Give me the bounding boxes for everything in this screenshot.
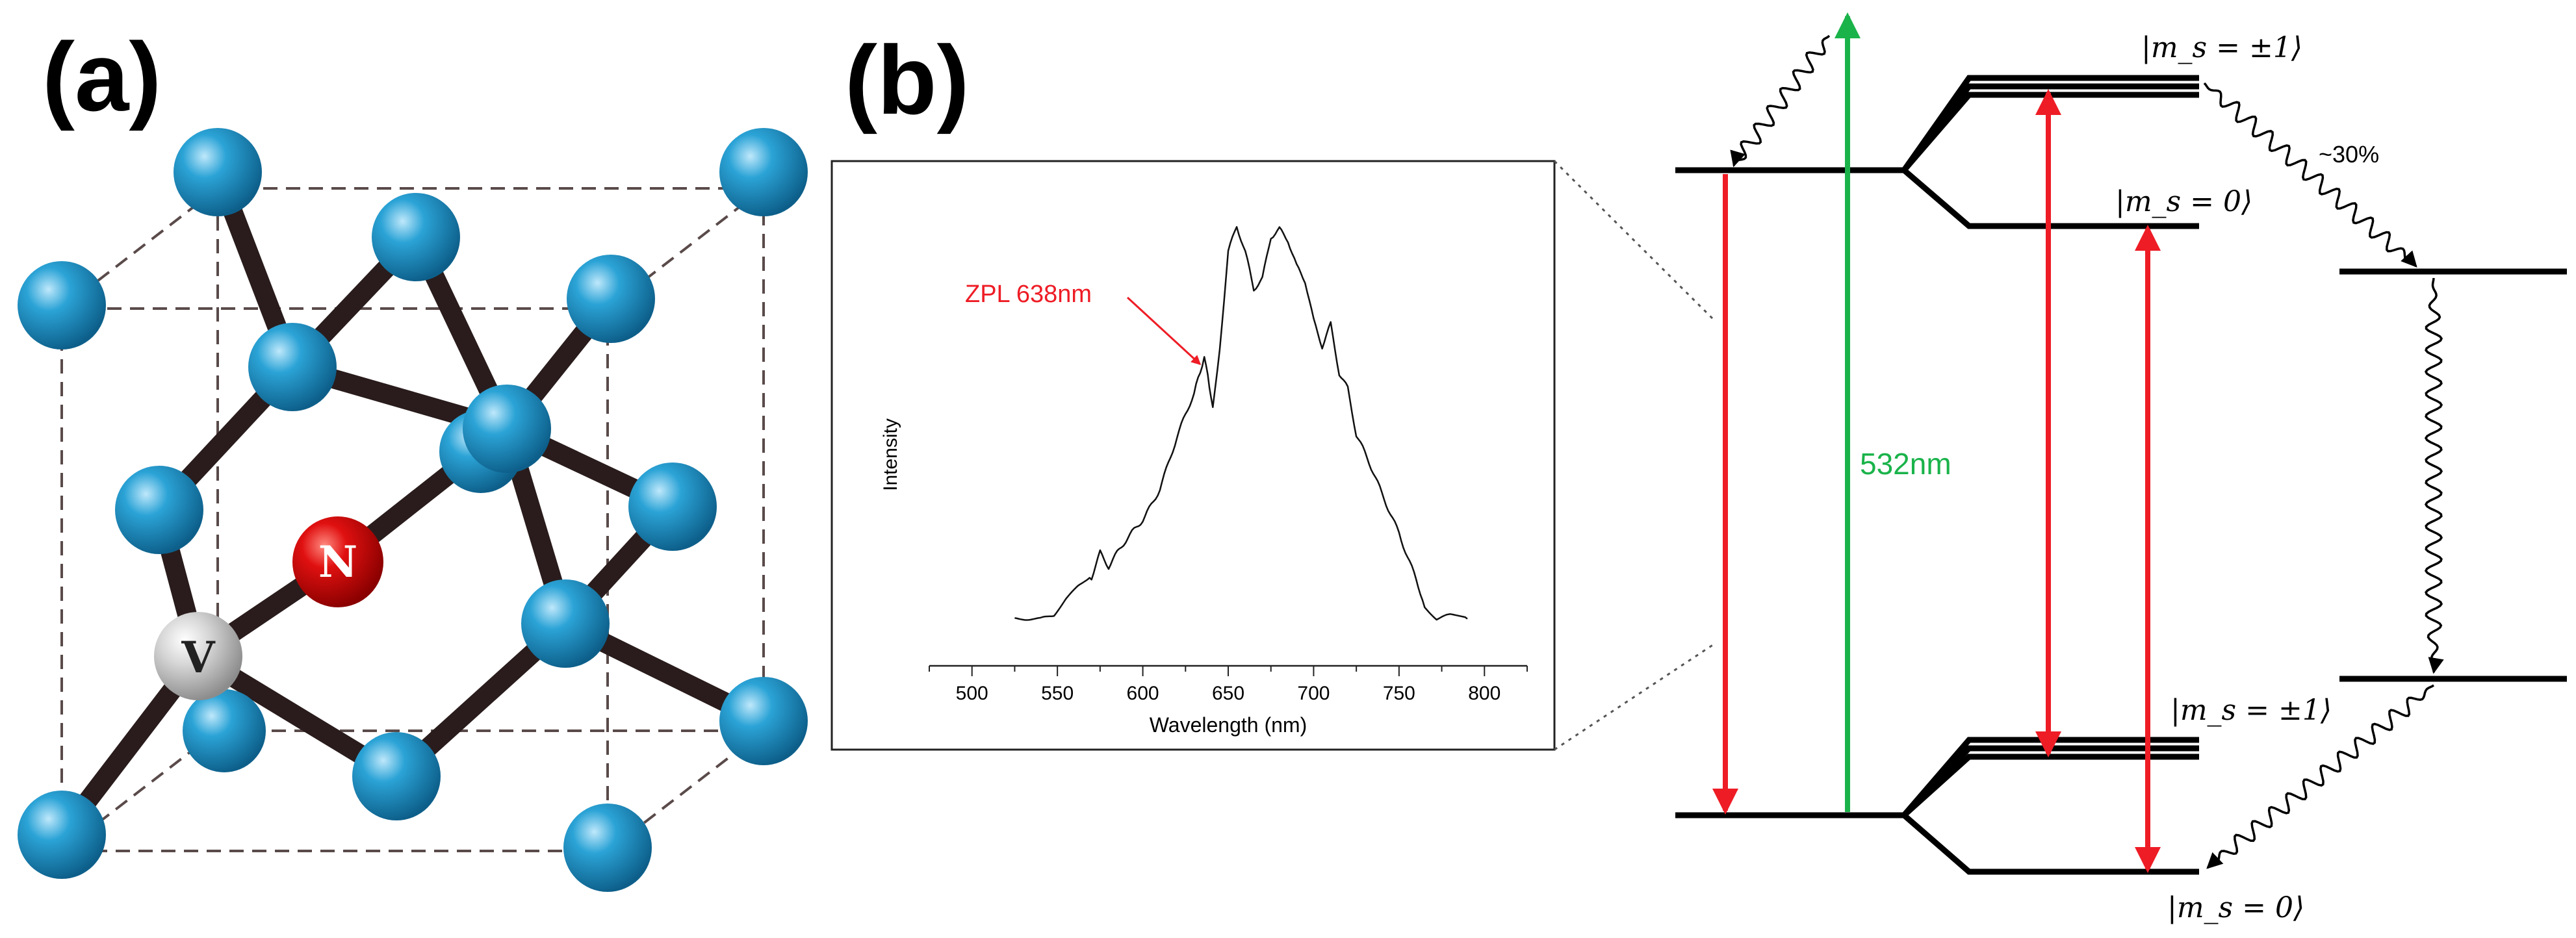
singlet-levels <box>2339 272 2567 679</box>
y-axis-label: Intensity <box>880 418 901 491</box>
singlet-decay-wave-arrow <box>2426 278 2441 672</box>
figure-canvas: (a) <box>0 0 2576 938</box>
carbon-atom <box>174 128 262 216</box>
ground-ms-0-label: |m_s = 0⟩ <box>2167 891 2304 924</box>
excited-ms-0-label: |m_s = 0⟩ <box>2115 185 2252 218</box>
zoom-guides <box>1554 161 1716 750</box>
x-tick-label: 700 <box>1297 683 1330 704</box>
carbon-atom <box>352 732 441 820</box>
vacancy-label: V <box>181 632 216 683</box>
x-tick-label: 600 <box>1127 683 1159 704</box>
carbon-atom <box>719 128 808 216</box>
x-tick-label: 550 <box>1041 683 1074 704</box>
ground-state-levels <box>1675 740 2199 872</box>
carbon-atom <box>115 466 203 554</box>
excitation-label: 532nm <box>1860 447 1951 481</box>
panel-a-label: (a) <box>42 22 161 131</box>
relaxation-wave-arrow <box>1734 36 1829 166</box>
intersystem-crossing-wave-arrow <box>2204 83 2416 266</box>
x-tick-label: 750 <box>1383 683 1415 704</box>
isc-percent-label: ~30% <box>2319 141 2379 168</box>
nitrogen-label: N <box>318 537 357 587</box>
carbon-atom <box>628 463 717 551</box>
carbon-atom <box>563 804 652 892</box>
x-tick-label: 650 <box>1212 683 1244 704</box>
ground-ms-pm1-label: |m_s = ±1⟩ <box>2170 694 2332 727</box>
x-tick-label: 800 <box>1468 683 1501 704</box>
carbon-atom <box>18 791 106 879</box>
carbon-atom <box>719 677 808 765</box>
carbon-atom <box>18 261 106 349</box>
energy-level-diagram: 532nm ~30% |m_s = ±1⟩ |m_s = 0⟩ |m_s = ±… <box>1675 16 2567 924</box>
panel-b-label: (b) <box>845 25 970 134</box>
carbon-atom <box>463 385 551 473</box>
carbon-atom <box>248 323 337 411</box>
excited-ms-pm1-label: |m_s = ±1⟩ <box>2141 31 2302 64</box>
carbon-atom <box>372 193 460 281</box>
carbon-atom <box>521 579 610 668</box>
spectrum-frame <box>832 161 1554 750</box>
x-tick-label: 500 <box>956 683 988 704</box>
x-axis-label: Wavelength (nm) <box>1150 713 1307 737</box>
zpl-annotation-label: ZPL 638nm <box>965 281 1092 308</box>
carbon-atom <box>183 689 266 772</box>
carbon-atom <box>567 255 655 343</box>
